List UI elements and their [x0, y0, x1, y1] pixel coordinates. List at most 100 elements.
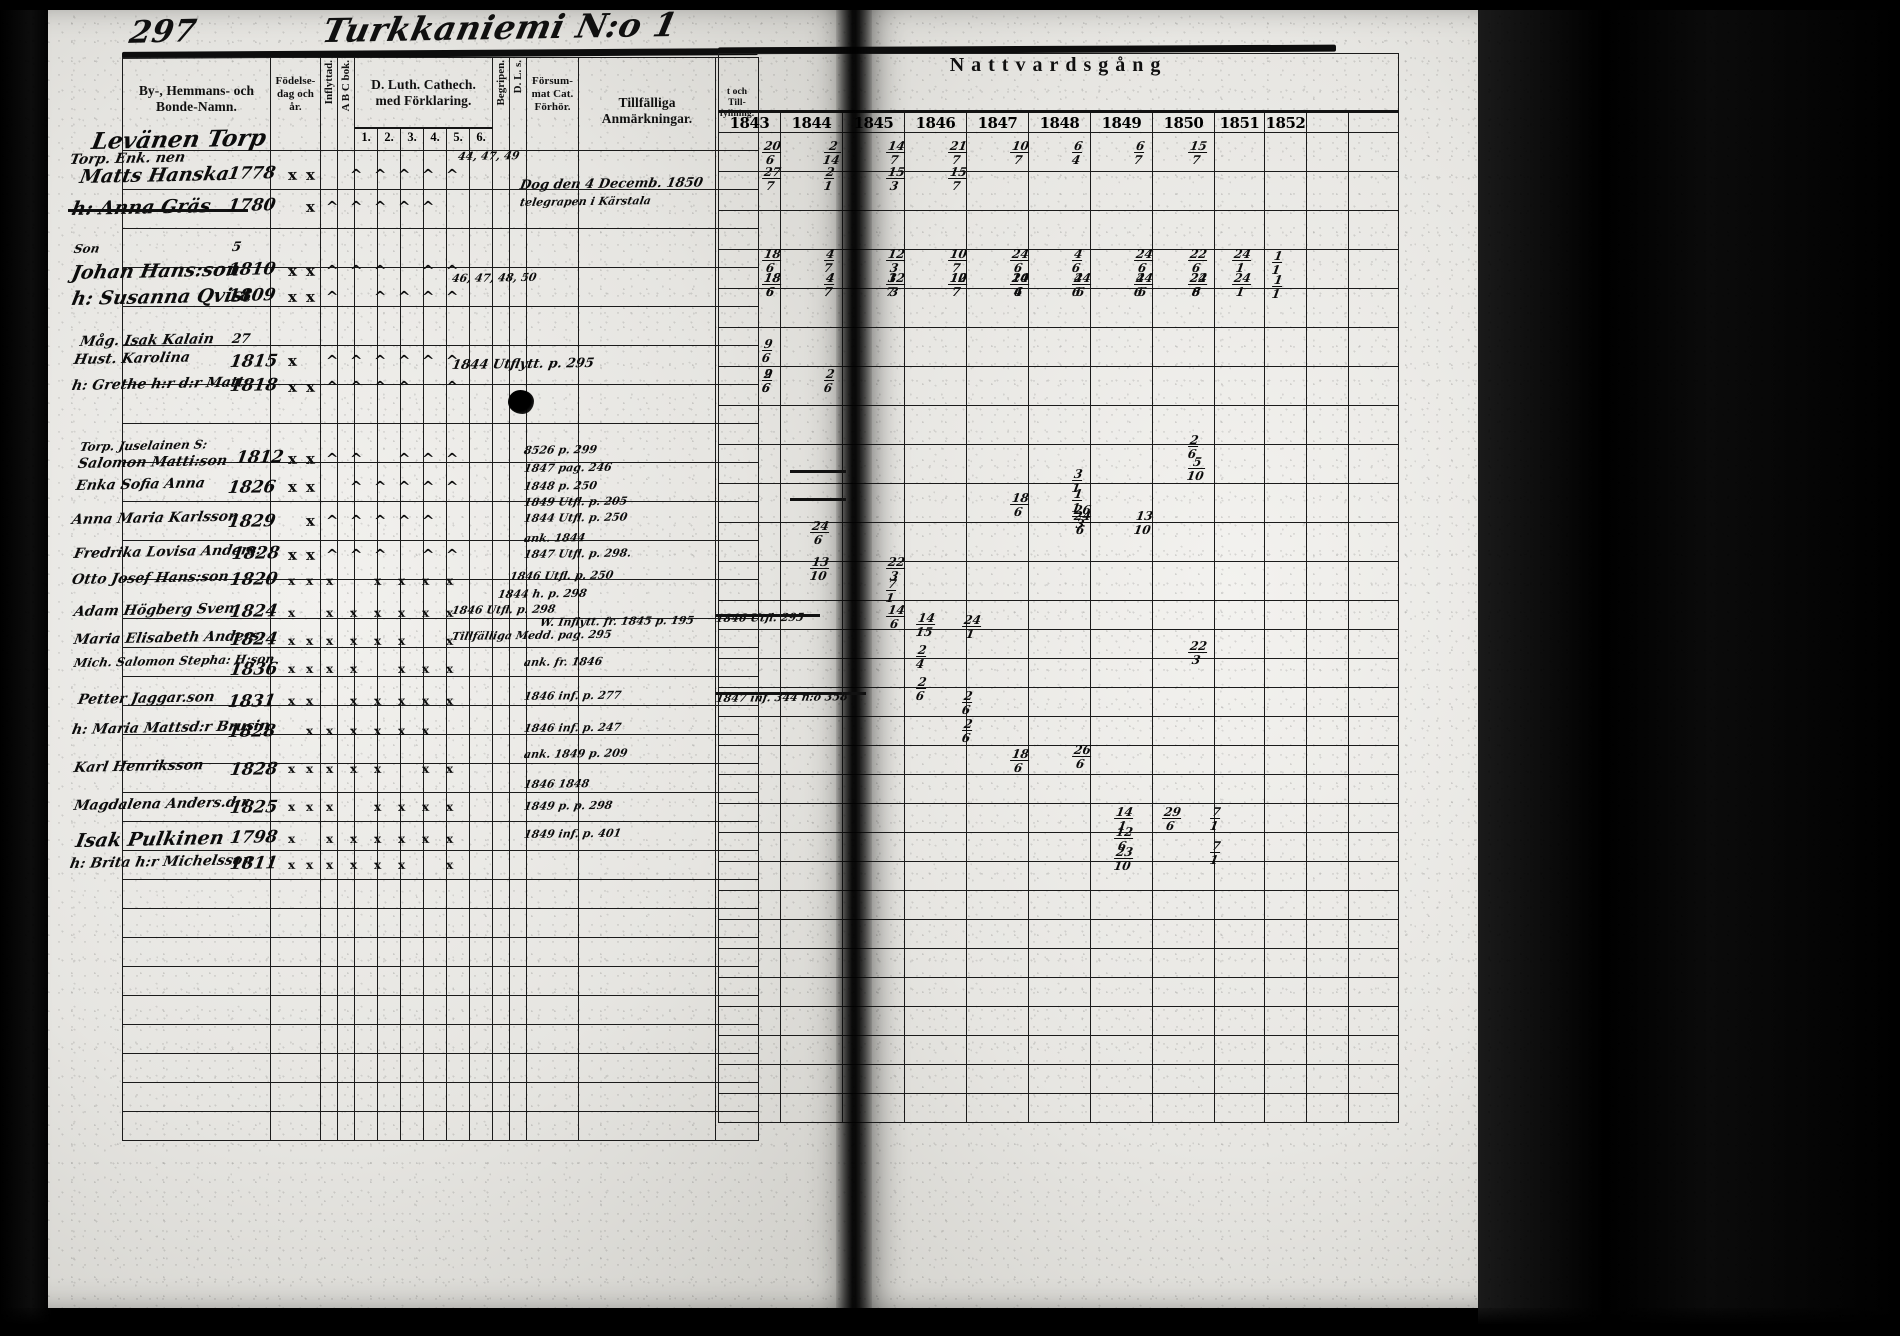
table-cell	[320, 540, 338, 580]
communion-cell	[1264, 444, 1307, 484]
communion-cell	[966, 977, 1029, 1007]
table-cell	[492, 937, 511, 967]
communion-row	[718, 171, 1400, 211]
table-cell	[337, 1053, 355, 1083]
header-row-1: By-, Hemmans- och Bonde-Namn. Födelse- d…	[122, 57, 760, 151]
table-cell	[578, 850, 717, 880]
table-cell	[468, 734, 494, 764]
table-cell	[354, 676, 378, 706]
communion-cell	[1264, 366, 1307, 406]
table-cell	[468, 821, 494, 851]
table-cell	[320, 345, 338, 385]
communion-row	[718, 210, 1400, 250]
communion-cell	[780, 890, 843, 920]
subcol-3: 3.	[400, 127, 424, 152]
communion-row	[718, 405, 1400, 445]
communion-cell	[1264, 716, 1307, 746]
table-cell	[354, 966, 378, 996]
communion-cell	[1152, 483, 1215, 523]
communion-cell	[1028, 366, 1091, 406]
table-cell	[377, 462, 401, 502]
year-header-1850: 1850	[1152, 110, 1215, 133]
table-cell	[320, 676, 338, 706]
table-cell	[320, 1082, 338, 1112]
year-header-1849: 1849	[1090, 110, 1153, 133]
table-cell	[578, 345, 717, 385]
table-cell	[354, 228, 378, 268]
communion-cell	[1347, 629, 1400, 659]
communion-cell	[1264, 405, 1307, 445]
table-cell	[423, 1053, 447, 1083]
communion-cell	[718, 522, 781, 562]
table-cell	[337, 345, 355, 385]
communion-row	[718, 803, 1400, 833]
communion-cell	[1090, 629, 1153, 659]
table-cell	[270, 705, 321, 735]
communion-cell	[904, 561, 967, 601]
communion-cell	[1264, 249, 1307, 289]
table-cell	[468, 966, 494, 996]
table-row	[122, 1053, 760, 1083]
table-cell	[400, 937, 424, 967]
communion-cell	[1152, 405, 1215, 445]
table-row	[122, 966, 760, 996]
table-row	[122, 734, 760, 764]
communion-cell	[1090, 658, 1153, 688]
table-row	[122, 879, 760, 909]
table-cell	[337, 579, 355, 619]
communion-cell	[1028, 561, 1091, 601]
table-cell	[122, 734, 271, 764]
communion-cell	[718, 405, 781, 445]
table-cell	[492, 734, 511, 764]
table-cell	[423, 908, 447, 938]
communion-cell	[718, 210, 781, 250]
communion-cell	[780, 210, 843, 250]
table-cell	[354, 1111, 378, 1141]
table-cell	[377, 501, 401, 541]
communion-cell	[1347, 561, 1400, 601]
communion-cell	[1306, 405, 1349, 445]
table-cell	[320, 850, 338, 880]
table-cell	[354, 267, 378, 307]
table-cell	[337, 647, 355, 677]
communion-cell	[718, 444, 781, 484]
table-cell	[423, 676, 447, 706]
communion-cell	[1347, 890, 1400, 920]
communion-cell	[1152, 600, 1215, 630]
table-cell	[122, 1053, 271, 1083]
book-gutter-shadow	[836, 0, 872, 1336]
table-cell	[377, 1111, 401, 1141]
communion-cell	[966, 629, 1029, 659]
table-cell	[526, 734, 580, 764]
table-cell	[446, 966, 470, 996]
communion-cell	[1306, 687, 1349, 717]
communion-cell	[1028, 210, 1091, 250]
table-cell	[337, 879, 355, 909]
table-cell	[446, 267, 470, 307]
table-cell	[468, 618, 494, 648]
communion-cell	[966, 745, 1029, 775]
table-cell	[320, 879, 338, 909]
communion-cell	[1090, 977, 1153, 1007]
table-cell	[509, 189, 528, 229]
communion-cell	[966, 803, 1029, 833]
table-cell	[320, 501, 338, 541]
table-cell	[578, 618, 717, 648]
table-cell	[446, 647, 470, 677]
table-cell	[377, 306, 401, 346]
communion-cell	[1152, 687, 1215, 717]
table-cell	[400, 423, 424, 463]
table-cell	[578, 267, 717, 307]
table-cell	[526, 618, 580, 648]
table-cell	[320, 734, 338, 764]
table-cell	[509, 705, 528, 735]
table-cell	[122, 1024, 271, 1054]
communion-cell	[1214, 658, 1265, 688]
communion-cell	[718, 629, 781, 659]
table-cell	[354, 850, 378, 880]
table-cell	[320, 579, 338, 619]
table-cell	[400, 540, 424, 580]
table-cell	[492, 618, 511, 648]
communion-cell	[1306, 890, 1349, 920]
communion-cell	[1090, 861, 1153, 891]
